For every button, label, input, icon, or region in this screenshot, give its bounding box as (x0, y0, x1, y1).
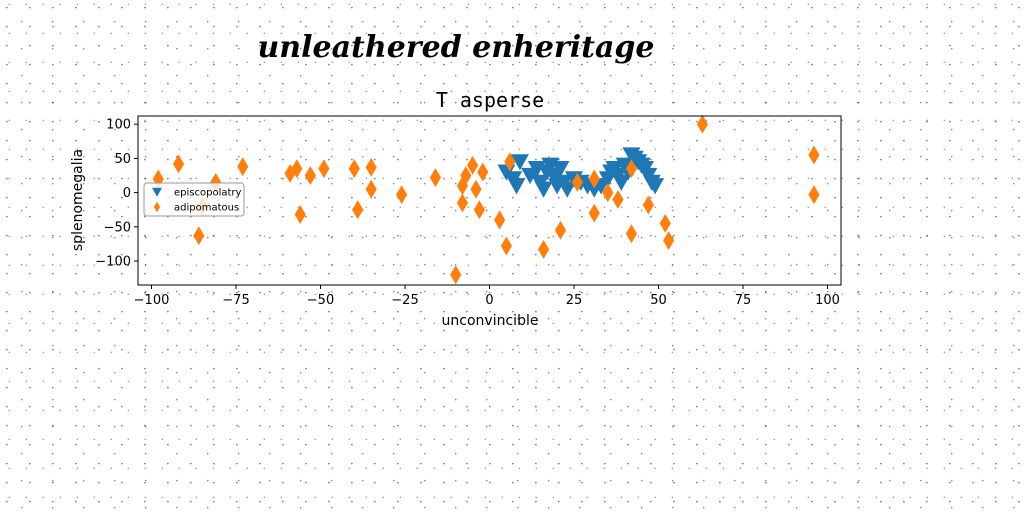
x-tick-label: −100 (134, 293, 170, 308)
diamond-marker (663, 231, 675, 250)
legend-label: adipomatous (174, 203, 239, 214)
diamond-marker (193, 226, 205, 246)
diamond-marker (450, 265, 462, 285)
diamond-marker (456, 193, 469, 213)
x-tick-label: −75 (222, 293, 249, 308)
diamond-marker (571, 172, 583, 192)
diamond-marker (470, 179, 482, 199)
diamond-marker (318, 159, 330, 179)
plot-markers (152, 114, 820, 285)
diamond-marker (642, 195, 654, 215)
diamond-marker (473, 200, 485, 220)
chart-legend: episcopolatry adipomatous (143, 182, 245, 217)
diamond-marker (291, 159, 303, 179)
triangle-marker (510, 154, 529, 171)
diamond-marker (537, 239, 550, 259)
y-tick-label: −50 (104, 220, 131, 235)
x-tick-label: −50 (307, 293, 334, 308)
series-episcopolatry (497, 147, 665, 198)
diamond-marker (237, 157, 249, 177)
diamond-marker (808, 145, 820, 165)
diamond-marker (294, 205, 306, 224)
diamond-marker (396, 185, 408, 205)
x-tick-label: 75 (735, 293, 752, 308)
diamond-marker (659, 213, 671, 233)
y-tick-label: −100 (95, 255, 131, 270)
legend-frame (143, 182, 245, 217)
y-axis-ticks: −100 −50 0 50 100 (95, 118, 138, 270)
diamond-marker (304, 166, 316, 185)
triangle-marker (558, 181, 577, 198)
diamond-marker (588, 169, 600, 189)
y-tick-label: 100 (106, 118, 131, 133)
y-tick-label: 50 (114, 152, 131, 167)
diamond-marker (467, 155, 479, 175)
chart-suptitle: unleathered enheritage (258, 30, 655, 65)
diamond-marker (696, 114, 709, 134)
diamond-marker (625, 224, 638, 244)
triangle-marker (646, 178, 665, 195)
y-tick-label: 0 (123, 186, 131, 201)
triangle-marker (507, 178, 526, 195)
diamond-marker (612, 190, 624, 209)
diamond-marker (429, 168, 442, 188)
diamond-marker (494, 210, 506, 230)
x-axis-ticks: −100 −75 −50 −25 0 25 50 75 100 (134, 285, 840, 308)
x-tick-label: −25 (391, 293, 418, 308)
diamond-marker (352, 200, 364, 220)
legend-entries: episcopolatry adipomatous (152, 188, 242, 214)
y-axis-label: splenomegalia (70, 149, 86, 251)
chart-title: T asperse (436, 88, 544, 112)
diamond-marker (588, 203, 600, 223)
legend-label: episcopolatry (174, 188, 242, 199)
x-tick-label: 0 (485, 293, 493, 308)
diamond-marker (504, 152, 516, 172)
diamond-marker (477, 162, 489, 182)
diamond-marker (602, 183, 614, 203)
diamond-marker (460, 166, 472, 185)
diamond-marker (500, 236, 512, 256)
diamond-marker (365, 179, 377, 199)
legend-marker (153, 201, 161, 213)
triangle-marker (551, 161, 570, 178)
diamond-marker (172, 154, 185, 174)
diamond-marker (348, 159, 360, 179)
series-adipomatous (152, 114, 820, 285)
triangle-marker (612, 174, 631, 191)
diamond-marker (365, 157, 377, 177)
diamond-marker (625, 159, 638, 179)
x-axis-label: unconvincible (442, 313, 539, 329)
diamond-marker (808, 185, 820, 205)
diamond-marker (554, 220, 567, 240)
x-tick-label: 50 (650, 293, 667, 308)
x-tick-label: 100 (815, 293, 840, 308)
x-tick-label: 25 (566, 293, 583, 308)
legend-marker (152, 187, 162, 197)
triangle-marker (534, 181, 553, 198)
